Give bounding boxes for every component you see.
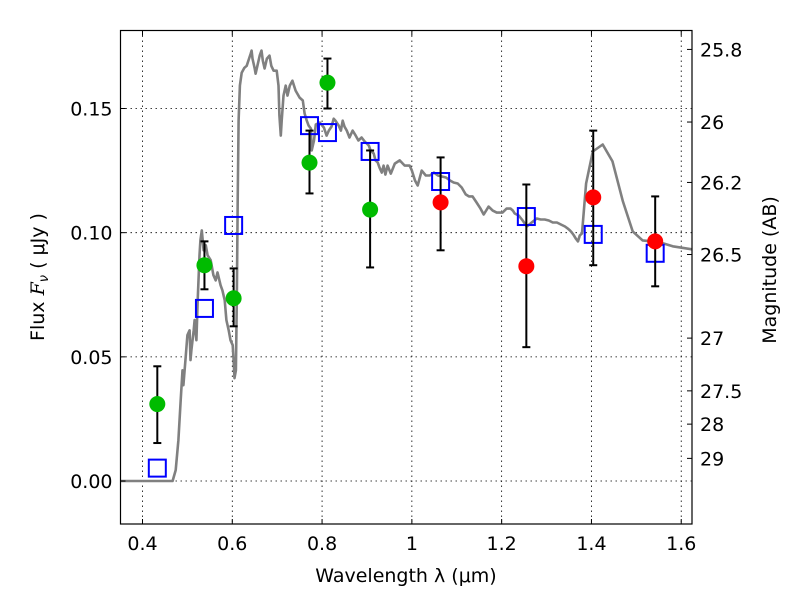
photometry-square xyxy=(224,215,244,235)
plot-frame xyxy=(119,29,693,525)
x-tick-label: 1.2 xyxy=(487,533,517,555)
y-axis-label: Flux Fν ( μJy ) xyxy=(27,213,52,341)
y2-axis-label: Magnitude (AB) xyxy=(759,196,781,344)
x-tick-label: 0.8 xyxy=(307,533,337,555)
x-tick-label: 1 xyxy=(406,533,418,555)
data-point xyxy=(301,154,318,171)
series-observed-nir xyxy=(432,129,664,349)
photometry-square xyxy=(194,298,214,318)
data-point xyxy=(585,189,602,206)
y2-tick-label: 26.2 xyxy=(700,172,742,194)
data-point xyxy=(647,233,664,250)
photometry-square xyxy=(147,458,167,478)
y2-tick-label: 28 xyxy=(700,414,724,436)
data-point xyxy=(432,194,449,211)
y-axis-label-prefix: Flux xyxy=(27,295,49,341)
x-tick-label: 1.4 xyxy=(576,533,606,555)
x-tick-label: 0.4 xyxy=(127,533,157,555)
series-observed-optical xyxy=(149,57,379,445)
axis-ticks: 0.4 0.6 0.8 1 1.2 1.4 1.6 0.00 0.05 0.10 0.15 25.8 2… xyxy=(70,30,742,555)
data-point xyxy=(362,201,379,218)
data-point xyxy=(149,396,166,413)
x-axis-label: Wavelength λ (μm) xyxy=(315,565,496,587)
y-tick-label: 0.15 xyxy=(70,98,112,120)
y2-tick-label: 26.5 xyxy=(700,245,742,267)
plot-area xyxy=(120,49,692,483)
y-axis-label-symbol: F xyxy=(27,281,49,296)
y2-tick-label: 27.5 xyxy=(700,381,742,403)
y-axis-label-subscript: ν xyxy=(37,275,52,282)
data-point xyxy=(319,74,336,91)
y2-tick-label: 25.8 xyxy=(700,39,742,61)
y2-tick-label: 27 xyxy=(700,328,724,350)
data-point xyxy=(518,258,535,275)
y2-tick-label: 29 xyxy=(700,448,724,470)
grid xyxy=(120,30,692,524)
photometry-square xyxy=(317,123,337,143)
y-tick-label: 0.00 xyxy=(70,471,112,493)
data-point xyxy=(225,290,242,307)
x-tick-label: 1.6 xyxy=(666,533,696,555)
data-point xyxy=(196,257,213,274)
y-tick-label: 0.05 xyxy=(70,347,112,369)
y-axis-label-suffix: ( μJy ) xyxy=(27,213,49,275)
y-tick-label: 0.10 xyxy=(70,223,112,245)
x-tick-label: 0.6 xyxy=(217,533,247,555)
y2-tick-label: 26 xyxy=(700,112,724,134)
